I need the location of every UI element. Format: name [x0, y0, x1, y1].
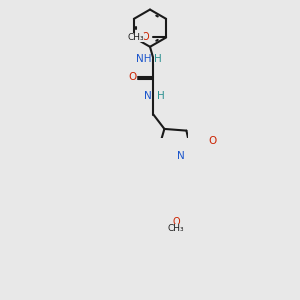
Text: H: H — [157, 91, 164, 101]
Text: H: H — [154, 54, 162, 64]
Text: O: O — [208, 136, 217, 146]
Text: O: O — [172, 217, 180, 227]
Text: NH: NH — [136, 54, 151, 64]
Text: O: O — [142, 32, 150, 43]
Text: CH₃: CH₃ — [128, 33, 144, 42]
Text: O: O — [128, 72, 136, 82]
Text: N: N — [177, 151, 185, 161]
Text: CH₃: CH₃ — [168, 224, 184, 233]
Text: N: N — [143, 91, 151, 101]
